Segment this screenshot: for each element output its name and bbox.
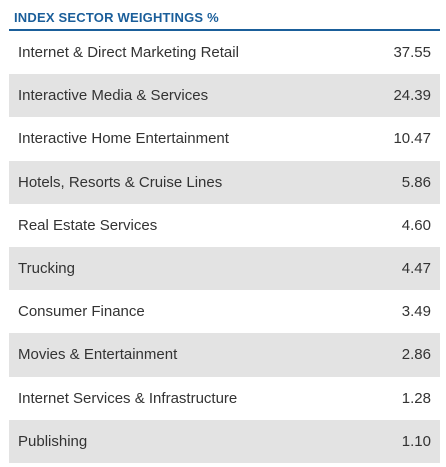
sector-weight: 1.28 xyxy=(401,389,431,407)
sector-weight: 10.47 xyxy=(393,130,431,148)
sector-name: Trucking xyxy=(18,260,75,278)
sector-weight: 4.60 xyxy=(401,216,431,234)
table-row: Movies & Entertainment 2.86 xyxy=(9,333,440,377)
sector-name: Internet Services & Infrastructure xyxy=(18,389,238,407)
sector-name: Interactive Home Entertainment xyxy=(18,130,229,148)
sector-weight: 4.47 xyxy=(401,260,431,278)
sector-name: Movies & Entertainment xyxy=(18,346,178,364)
sector-name: Interactive Media & Services xyxy=(18,87,209,105)
sector-weight: 5.86 xyxy=(401,173,431,191)
sector-name: Hotels, Resorts & Cruise Lines xyxy=(18,173,223,191)
sector-weight: 3.49 xyxy=(401,303,431,321)
sector-name: Real Estate Services xyxy=(18,216,158,234)
title-underline xyxy=(9,29,440,31)
table-row: Real Estate Services 4.60 xyxy=(9,203,440,247)
table-title: INDEX SECTOR WEIGHTINGS % xyxy=(14,10,219,25)
table-row: Consumer Finance 3.49 xyxy=(9,290,440,334)
sector-weight: 37.55 xyxy=(393,44,431,62)
sector-weight: 1.10 xyxy=(401,432,431,450)
table-row: Interactive Media & Services 24.39 xyxy=(9,74,440,118)
sector-name: Publishing xyxy=(18,432,88,450)
sector-weightings-table: Internet & Direct Marketing Retail 37.55… xyxy=(9,31,440,463)
table-row: Internet & Direct Marketing Retail 37.55 xyxy=(9,31,440,75)
table-row: Internet Services & Infrastructure 1.28 xyxy=(9,376,440,420)
sector-weight: 2.86 xyxy=(401,346,431,364)
table-row: Trucking 4.47 xyxy=(9,246,440,291)
sector-name: Internet & Direct Marketing Retail xyxy=(18,44,239,62)
table-row: Interactive Home Entertainment 10.47 xyxy=(9,117,440,161)
table-row: Hotels, Resorts & Cruise Lines 5.86 xyxy=(9,160,440,204)
table-row: Publishing 1.10 xyxy=(9,419,440,463)
sector-name: Consumer Finance xyxy=(18,303,145,321)
sector-weight: 24.39 xyxy=(393,87,431,105)
